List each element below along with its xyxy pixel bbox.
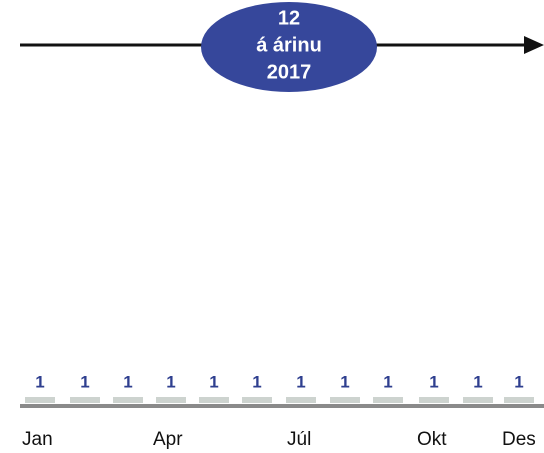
month-dash — [463, 397, 493, 403]
month-dash — [286, 397, 316, 403]
badge-line: 2017 — [267, 61, 312, 83]
month-dash — [242, 397, 272, 403]
count-label: 1 — [340, 372, 349, 391]
count-label: 1 — [252, 372, 261, 391]
count-label: 1 — [35, 372, 44, 391]
month-label: Des — [502, 429, 536, 450]
month-label: Okt — [417, 429, 447, 450]
month-dash — [25, 397, 55, 403]
badge — [201, 2, 377, 92]
count-label: 1 — [123, 372, 132, 391]
count-label: 1 — [473, 372, 482, 391]
month-dash — [504, 397, 534, 403]
month-label: Jan — [22, 429, 53, 450]
month-label: Júl — [287, 429, 311, 450]
month-dash — [70, 397, 100, 403]
count-label: 1 — [296, 372, 305, 391]
count-label: 1 — [429, 372, 438, 391]
month-dash — [330, 397, 360, 403]
month-label: Apr — [153, 429, 183, 450]
count-label: 1 — [166, 372, 175, 391]
month-dash — [113, 397, 143, 403]
month-dash — [373, 397, 403, 403]
count-label: 1 — [209, 372, 218, 391]
badge-line: 12 — [278, 7, 300, 29]
count-label: 1 — [80, 372, 89, 391]
month-dash — [199, 397, 229, 403]
count-label: 1 — [514, 372, 523, 391]
count-label: 1 — [383, 372, 392, 391]
arrow-head — [524, 36, 544, 54]
badge-line: á árinu — [256, 34, 322, 56]
month-dash — [156, 397, 186, 403]
month-dash — [419, 397, 449, 403]
